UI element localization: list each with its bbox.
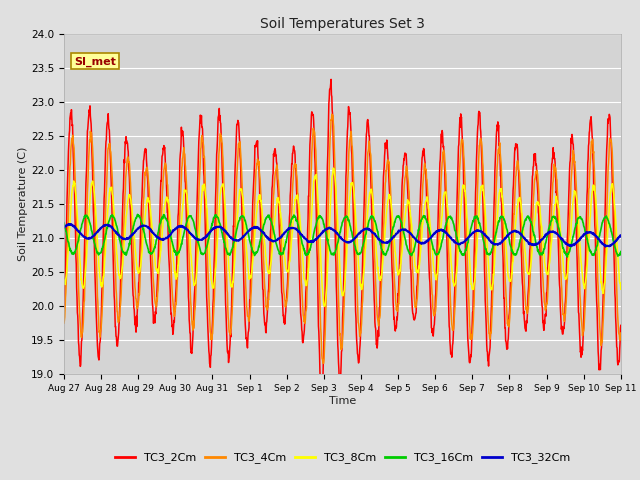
Y-axis label: Soil Temperature (C): Soil Temperature (C) [19,147,28,261]
Legend: TC3_2Cm, TC3_4Cm, TC3_8Cm, TC3_16Cm, TC3_32Cm: TC3_2Cm, TC3_4Cm, TC3_8Cm, TC3_16Cm, TC3… [110,448,575,468]
Title: Soil Temperatures Set 3: Soil Temperatures Set 3 [260,17,425,31]
Text: SI_met: SI_met [74,56,116,67]
X-axis label: Time: Time [329,396,356,406]
